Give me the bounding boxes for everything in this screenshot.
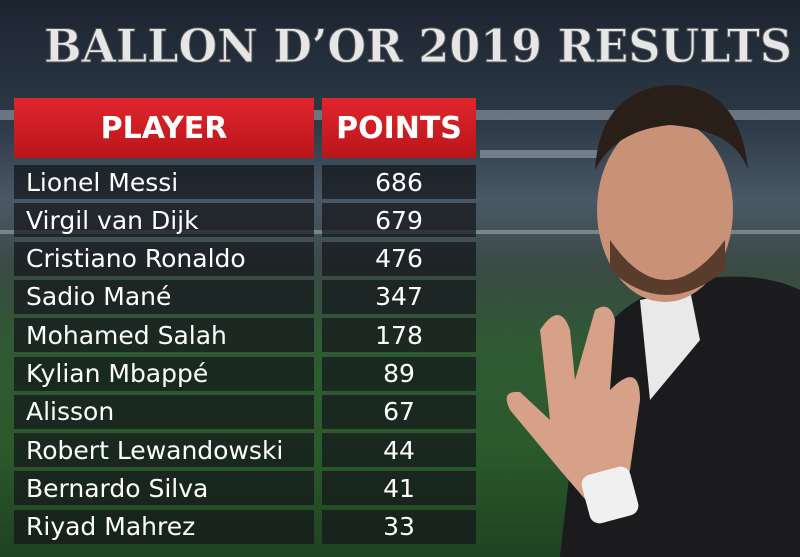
player-name: Riyad Mahrez xyxy=(14,509,314,544)
points: 33 xyxy=(322,509,476,544)
player-name: Kylian Mbappé xyxy=(14,356,314,391)
player-name: Mohamed Salah xyxy=(14,318,314,353)
player-name: Robert Lewandowski xyxy=(14,433,314,468)
title: BALLON D’OR 2019 RESULTS xyxy=(44,19,792,73)
points: 178 xyxy=(322,318,476,353)
column-header: PLAYER xyxy=(14,98,314,158)
player-name: Virgil van Dijk xyxy=(14,203,314,238)
points: 67 xyxy=(322,394,476,429)
title-box: BALLON D’OR 2019 RESULTS xyxy=(44,19,793,74)
player-name: Sadio Mané xyxy=(14,279,314,314)
points: 89 xyxy=(322,356,476,391)
person-silhouette xyxy=(506,85,800,557)
points: 347 xyxy=(322,279,476,314)
column-header: POINTS xyxy=(322,98,476,158)
points: 44 xyxy=(322,433,476,468)
points: 679 xyxy=(322,203,476,238)
player-name: Bernardo Silva xyxy=(14,471,314,506)
points: 686 xyxy=(322,165,476,199)
player-name: Lionel Messi xyxy=(14,165,314,199)
points: 476 xyxy=(322,241,476,276)
player-name: Alisson xyxy=(14,394,314,429)
player-name: Cristiano Ronaldo xyxy=(14,241,314,276)
points: 41 xyxy=(322,471,476,506)
